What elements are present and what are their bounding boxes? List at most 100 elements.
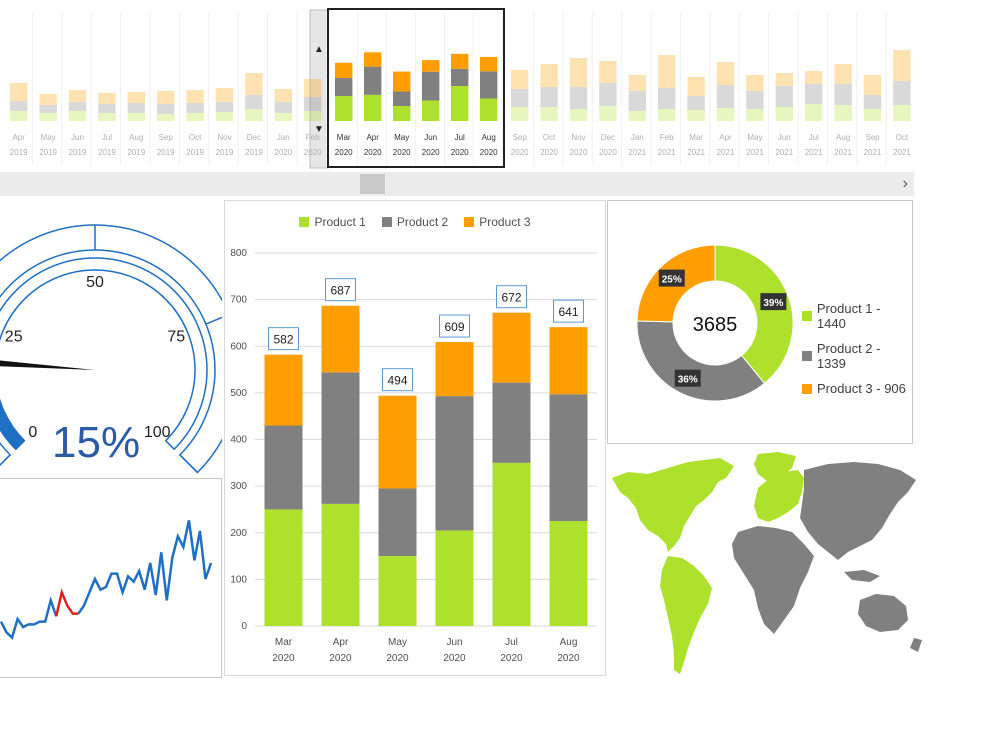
- timeline-bar-segment: [746, 91, 764, 109]
- donut-total: 3685: [693, 314, 738, 336]
- legend-swatch-product-3: [464, 217, 475, 227]
- trend-line-highlight: [55, 588, 79, 617]
- y-tick-label: 800: [230, 248, 247, 259]
- y-tick-label: 600: [230, 341, 247, 352]
- gauge-major-tick: [0, 454, 11, 467]
- timeline-bar-segment: [716, 85, 735, 108]
- map-asia: [800, 462, 916, 560]
- timeline-month-label: May: [747, 133, 762, 142]
- y-tick-label: 400: [230, 435, 247, 446]
- timeline-year-label: 2019: [127, 148, 145, 157]
- data-label: 609: [444, 320, 464, 334]
- data-label: 641: [558, 305, 578, 319]
- timeline-bar-segment: [422, 60, 440, 72]
- chevron-right-icon[interactable]: ›: [902, 175, 908, 192]
- timeline-bar-segment: [422, 100, 440, 121]
- x-tick-label: Jun: [446, 637, 462, 648]
- timeline-month-label: Apr: [366, 133, 379, 142]
- gauge-tick-label: 0: [28, 424, 37, 441]
- timeline-month-label: Jun: [424, 133, 437, 142]
- timeline-bar-segment: [775, 73, 793, 86]
- timeline-year-label: 2021: [864, 148, 882, 157]
- timeline-bar-segment: [274, 89, 292, 102]
- timeline-year-label: 2019: [186, 148, 204, 157]
- slice-label: 25%: [662, 275, 682, 286]
- timeline-bar-segment: [834, 84, 852, 105]
- timeline-month-label: May: [41, 133, 56, 142]
- legend-item: Product 2: [381, 215, 449, 229]
- timeline-bar-segment: [335, 96, 353, 121]
- timeline-bar-segment: [39, 113, 57, 121]
- timeline-bar-segment: [393, 91, 411, 106]
- timeline-bar-segment: [335, 62, 353, 78]
- timeline-bar-segment: [304, 79, 322, 97]
- timeline-bar-segment: [480, 71, 498, 99]
- timeline-year-label: 2020: [570, 148, 588, 157]
- gauge-tick-label: 75: [167, 328, 185, 345]
- timeline-bar-segment: [628, 111, 646, 121]
- legend-label: Product 1 - 1440: [816, 301, 881, 331]
- timeline-month-label: Jul: [809, 133, 819, 142]
- bar-segment: [321, 305, 360, 373]
- scrollbar-thumb[interactable]: [360, 174, 385, 194]
- legend-label: Product 2 - 1339: [816, 341, 881, 371]
- timeline-bar-segment: [98, 104, 116, 113]
- timeline-month-label: Oct: [896, 133, 909, 142]
- x-tick-label-year: 2020: [443, 653, 466, 664]
- timeline-bar-segment: [480, 98, 498, 121]
- timeline-year-label: 2020: [540, 148, 558, 157]
- timeline-month-label: Jul: [102, 133, 112, 142]
- timeline-month-label: Jan: [277, 133, 290, 142]
- timeline-bar-segment: [127, 92, 145, 103]
- timeline-bar-segment: [10, 101, 28, 111]
- timeline-bar-segment: [186, 113, 204, 121]
- timeline-month-label: Dec: [247, 133, 261, 142]
- timeline-year-label: 2020: [599, 148, 617, 157]
- timeline-bar-segment: [687, 77, 705, 96]
- x-tick-label-year: 2020: [329, 653, 352, 664]
- gauge-inner-band: [0, 257, 208, 451]
- donut-slice: [636, 320, 766, 402]
- timeline-bar-segment: [68, 111, 87, 121]
- x-tick-label: Aug: [560, 637, 578, 648]
- legend-label: Product 3 - 906: [817, 381, 906, 396]
- data-label: 672: [501, 291, 521, 305]
- timeline-bar-segment: [215, 102, 234, 112]
- timeline-bar-segment: [511, 107, 529, 121]
- timeline-chart[interactable]: ▲ ▼ Apr 2019 May 2019 Jun 2019 Jul 2019 Aug 2019 Sep…: [0, 0, 915, 170]
- timeline-month-label: May: [394, 133, 409, 142]
- gauge-chart: 0 25 50 75 100: [0, 224, 222, 474]
- timeline-year-label: 2020: [422, 148, 440, 157]
- timeline-month-label: Jun: [778, 133, 791, 142]
- caret-down-icon[interactable]: ▼: [314, 124, 324, 135]
- timeline-bar-segment: [364, 66, 382, 95]
- timeline-month-label: Jan: [631, 133, 644, 142]
- bar-segment: [435, 530, 474, 626]
- trend-line-segment: [0, 596, 58, 640]
- timeline-bar-segment: [569, 58, 588, 87]
- caret-up-icon[interactable]: ▲: [314, 44, 324, 55]
- timeline-year-label: 2021: [658, 148, 676, 157]
- bar-segment: [549, 394, 588, 522]
- timeline-month-label: Mar: [337, 133, 351, 142]
- timeline-year-label: 2019: [10, 148, 28, 157]
- timeline-bar-segment: [157, 104, 175, 114]
- timeline-slicer[interactable]: ▲ ▼ Apr 2019 May 2019 Jun 2019 Jul 2019 Aug 2019 Sep…: [0, 0, 915, 170]
- timeline-year-label: 2020: [335, 148, 353, 157]
- legend-swatch-product-1: [299, 217, 310, 227]
- timeline-scrollbar[interactable]: ›: [0, 172, 914, 196]
- bar-segment: [378, 488, 417, 557]
- legend-label: Product 2: [396, 215, 449, 229]
- gauge-needle: [0, 360, 95, 370]
- world-map: [608, 448, 928, 683]
- slice-label-box: [658, 269, 685, 287]
- timeline-bar-segment: [716, 108, 735, 121]
- timeline-year-label: 2021: [893, 148, 911, 157]
- timeline-year-label: 2021: [746, 148, 764, 157]
- map-europe: [754, 470, 804, 522]
- timeline-bar-segment: [628, 91, 646, 111]
- timeline-month-label: Nov: [571, 133, 585, 142]
- timeline-bar-segment: [451, 86, 469, 121]
- bar-segment: [435, 396, 474, 531]
- timeline-year-label: 2020: [364, 148, 382, 157]
